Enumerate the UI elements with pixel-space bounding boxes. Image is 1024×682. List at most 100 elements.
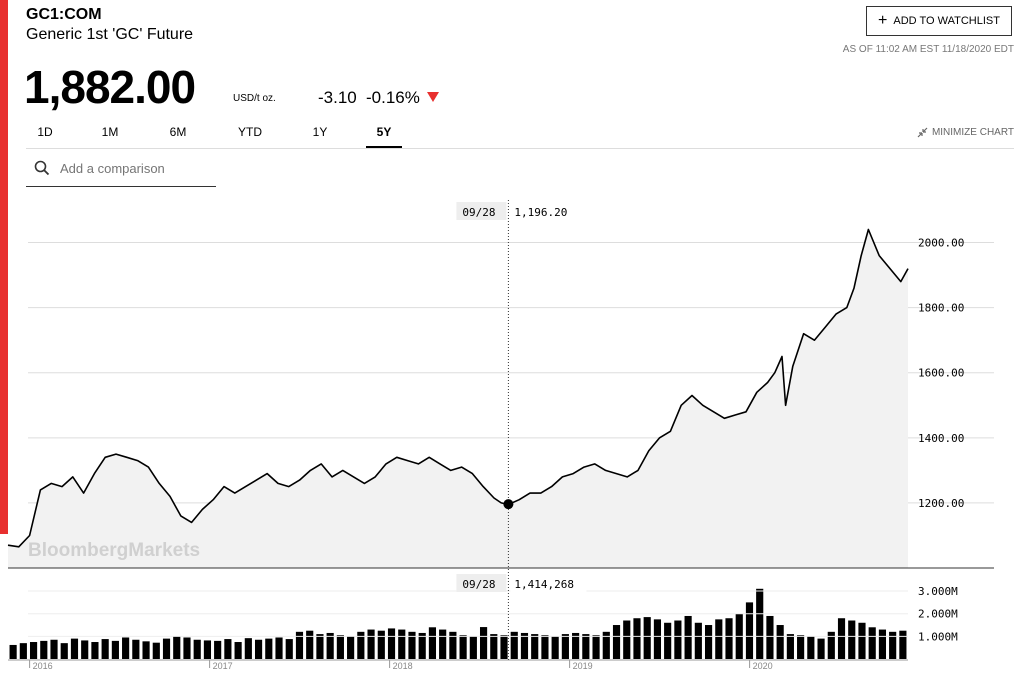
tab-ytd[interactable]: YTD: [238, 125, 262, 139]
volume-bar: [837, 618, 846, 659]
volume-bar: [285, 639, 293, 659]
volume-bar: [459, 635, 467, 659]
crosshair-value-bg: [510, 202, 587, 220]
tab-1d[interactable]: 1D: [37, 125, 53, 139]
volume-bar: [254, 639, 263, 659]
volume-bar: [336, 635, 344, 659]
volume-bar: [827, 631, 835, 659]
volume-bar: [745, 602, 754, 659]
volume-bar: [306, 630, 314, 659]
volume-bar: [326, 632, 334, 659]
volume-bar: [439, 629, 447, 659]
volume-bar: [490, 634, 498, 659]
volume-bar: [797, 635, 805, 659]
volume-bar: [224, 639, 232, 659]
x-tick-label: 2016: [33, 661, 53, 671]
volume-bar: [111, 640, 119, 659]
x-tick-label: 2018: [393, 661, 413, 671]
volume-bar: [316, 634, 324, 659]
volume-bar: [653, 619, 662, 659]
volume-bar: [203, 640, 212, 659]
volume-bar: [19, 643, 27, 659]
volume-bar: [889, 631, 897, 659]
crosshair-date-bg: [456, 202, 507, 220]
volume-bar: [674, 620, 682, 659]
volume-bar: [582, 634, 590, 659]
crosshair-value-bg: [510, 574, 587, 592]
price-area: [8, 229, 908, 568]
volume-bar: [9, 644, 17, 659]
tab-1y[interactable]: 1Y: [312, 125, 328, 139]
volume-bar: [479, 627, 488, 659]
volume-bar: [60, 643, 68, 659]
last-price: 1,882.00: [24, 61, 196, 113]
volume-bar: [295, 631, 304, 659]
volume-bar: [234, 642, 242, 659]
minimize-chart-label: MINIMIZE CHART: [931, 127, 1014, 138]
down-triangle-icon: [427, 92, 439, 102]
price-change: -3.10: [318, 88, 357, 107]
volume-tick-label: 3.000M: [918, 585, 958, 598]
volume-bar: [541, 635, 549, 659]
volume-tick-label: 1.000M: [918, 630, 958, 643]
crosshair-volume-date: 09/28: [462, 578, 495, 591]
volume-bar: [520, 632, 529, 659]
volume-bar: [40, 640, 48, 659]
tab-1m[interactable]: 1M: [101, 125, 119, 139]
volume-bar: [766, 615, 774, 659]
divider: [26, 148, 1014, 149]
volume-bar: [878, 629, 887, 659]
volume-bar: [132, 639, 140, 659]
volume-bar: [664, 622, 672, 659]
minimize-chart-button[interactable]: MINIMIZE CHART: [917, 127, 1014, 138]
as-of-timestamp: AS OF 11:02 AM EST 11/18/2020 EDT: [842, 44, 1014, 55]
price-unit: USD/t oz.: [233, 93, 276, 104]
tab-6m[interactable]: 6M: [169, 125, 187, 139]
comparison-input[interactable]: [58, 159, 212, 177]
watermark: BloombergMarkets: [28, 540, 200, 561]
volume-bar: [162, 638, 171, 659]
volume-bar: [81, 640, 89, 659]
volume-bar: [756, 588, 764, 659]
y-tick-label: 1800.00: [918, 302, 964, 315]
volume-bar: [183, 637, 191, 659]
volume-bar: [142, 641, 150, 659]
volume-bar: [91, 642, 99, 659]
volume-bar: [29, 642, 38, 659]
tab-5y[interactable]: 5Y: [366, 124, 402, 148]
volume-bar: [561, 634, 569, 659]
volume-bar: [265, 638, 273, 659]
volume-bar: [101, 639, 109, 659]
crosshair-date: 09/28: [462, 206, 495, 219]
minimize-icon: [917, 127, 928, 138]
price-change-pct: -0.16%: [366, 88, 420, 107]
volume-bar: [70, 638, 79, 659]
ticker-symbol: GC1:COM: [26, 6, 102, 23]
y-tick-label: 1200.00: [918, 497, 964, 510]
volume-bar: [173, 636, 181, 659]
volume-bar: [684, 615, 692, 659]
price-chart[interactable]: 2000.00 1800.00 1600.00 1400.00 1200.00 Bloom…: [0, 190, 1024, 682]
search-icon: [34, 160, 50, 176]
volume-bar: [776, 625, 784, 659]
volume-bar: [398, 629, 406, 659]
volume-bar: [572, 632, 580, 659]
volume-bar: [244, 638, 252, 659]
volume-bar: [531, 634, 539, 659]
price-line: [7, 228, 909, 548]
volume-bar: [592, 635, 600, 659]
x-tick-label: 2019: [573, 661, 593, 671]
volume-bar: [623, 620, 631, 659]
accent-bar: [0, 0, 8, 534]
volume-bar: [602, 631, 610, 659]
y-tick-label: 2000.00: [918, 237, 964, 250]
x-tick-label: 2017: [213, 661, 233, 671]
crosshair-volume: 1,414,268: [514, 578, 574, 591]
add-to-watchlist-button[interactable]: + ADD TO WATCHLIST: [866, 6, 1012, 36]
volume-bar: [469, 636, 477, 659]
volume-bar: [786, 634, 794, 659]
volume-bar: [408, 631, 416, 659]
crosshair-price: 1,196.20: [514, 206, 567, 219]
watchlist-label: ADD TO WATCHLIST: [893, 15, 1000, 27]
volume-bar: [193, 639, 201, 659]
